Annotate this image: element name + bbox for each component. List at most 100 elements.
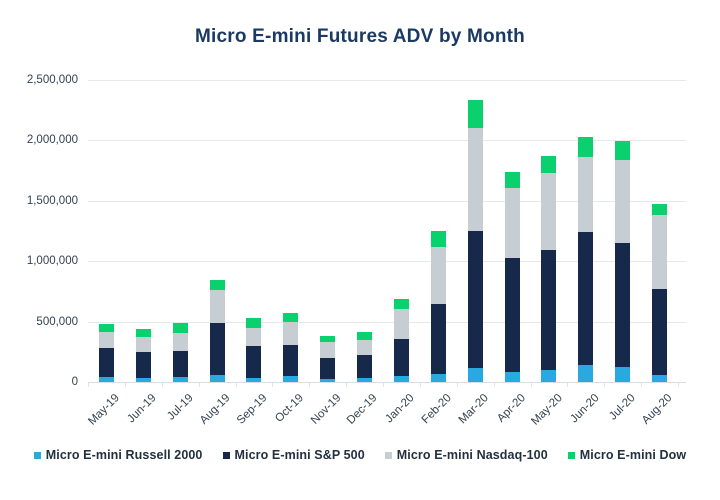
bar-segment bbox=[135, 337, 151, 352]
bar-Jul-20 bbox=[615, 141, 631, 382]
legend-item: Micro E-mini S&P 500 bbox=[222, 448, 365, 462]
bar-Mar-20 bbox=[467, 99, 483, 382]
bar-segment bbox=[504, 372, 520, 382]
bar-segment bbox=[209, 279, 225, 290]
x-axis-tick bbox=[530, 383, 532, 387]
x-axis-tick-label: Sep-19 bbox=[234, 392, 270, 427]
bar-segment bbox=[652, 288, 668, 375]
x-axis-tick-label: Apr-20 bbox=[494, 392, 528, 425]
chart-title: Micro E-mini Futures ADV by Month bbox=[195, 26, 525, 47]
bar-segment bbox=[209, 322, 225, 376]
x-axis-tick-label: Nov-19 bbox=[308, 392, 344, 427]
bar-segment bbox=[320, 335, 336, 342]
bar-segment bbox=[504, 258, 520, 373]
x-axis-tick-label: Jun-19 bbox=[125, 392, 159, 426]
gridline bbox=[88, 140, 686, 142]
gridline bbox=[88, 321, 686, 323]
gridline bbox=[88, 80, 686, 81]
bar-May-20 bbox=[541, 156, 557, 382]
y-axis-tick-label: 1,500,000 bbox=[26, 194, 78, 207]
x-axis-tick-label: Dec-19 bbox=[345, 392, 381, 427]
bar-segment bbox=[504, 172, 520, 188]
legend-swatch-icon bbox=[384, 451, 392, 459]
bar-segment bbox=[357, 378, 373, 382]
y-axis-tick-label: 2,500,000 bbox=[26, 74, 78, 86]
y-axis-tick-label: 0 bbox=[71, 376, 78, 388]
x-axis-tick-label: Mar-20 bbox=[456, 392, 491, 427]
x-axis-tick bbox=[641, 383, 643, 387]
bar-segment bbox=[467, 127, 483, 231]
legend-swatch-icon bbox=[33, 451, 41, 459]
x-axis-tick bbox=[678, 383, 679, 387]
bar-segment bbox=[172, 376, 188, 382]
bar-segment bbox=[430, 231, 446, 248]
x-axis-tick bbox=[161, 383, 163, 387]
chart-legend: Micro E-mini Russell 2000 Micro E-mini S&… bbox=[0, 448, 720, 462]
x-axis-tick bbox=[272, 383, 274, 387]
bar-segment bbox=[578, 365, 594, 382]
bar-Aug-20 bbox=[652, 204, 668, 382]
x-axis-tick bbox=[456, 383, 458, 387]
bar-segment bbox=[578, 231, 594, 366]
bar-segment bbox=[652, 215, 668, 289]
x-axis-tick-label: Oct-19 bbox=[273, 392, 307, 425]
bar-Jun-20 bbox=[578, 136, 594, 382]
x-axis-tick-label: Aug-20 bbox=[640, 392, 676, 427]
legend-item: Micro E-mini Dow bbox=[567, 448, 687, 462]
x-axis-tick bbox=[419, 383, 421, 387]
x-axis-tick-label: Aug-19 bbox=[197, 392, 233, 427]
bar-segment bbox=[541, 173, 557, 250]
bar-segment bbox=[135, 328, 151, 338]
x-axis-tick-label: Jul-20 bbox=[607, 392, 639, 423]
bar-segment bbox=[578, 136, 594, 157]
bar-segment bbox=[652, 374, 668, 382]
bar-segment bbox=[98, 376, 114, 382]
x-axis-tick bbox=[88, 383, 89, 387]
x-axis-tick bbox=[198, 383, 200, 387]
x-axis-tick bbox=[235, 383, 237, 387]
legend-item: Micro E-mini Nasdaq-100 bbox=[384, 448, 548, 462]
x-axis-tick-label: Jan-20 bbox=[383, 392, 417, 426]
bar-segment bbox=[320, 378, 336, 382]
bar-segment bbox=[393, 308, 409, 340]
bar-segment bbox=[541, 369, 557, 382]
legend-label: Micro E-mini Nasdaq-100 bbox=[396, 448, 548, 462]
x-axis-tick bbox=[383, 383, 384, 387]
bar-segment bbox=[246, 328, 262, 347]
bar-May-19 bbox=[98, 324, 114, 382]
bar-segment bbox=[98, 324, 114, 333]
x-axis-tick bbox=[493, 383, 495, 387]
bar-segment bbox=[209, 289, 225, 323]
bar-segment bbox=[172, 333, 188, 352]
bar-segment bbox=[393, 299, 409, 309]
bar-Oct-19 bbox=[283, 312, 299, 382]
bar-segment bbox=[615, 243, 631, 367]
gridline bbox=[88, 200, 686, 202]
bar-segment bbox=[172, 323, 188, 334]
x-axis-line bbox=[88, 382, 686, 383]
bar-segment bbox=[357, 354, 373, 379]
bar-segment bbox=[652, 204, 668, 216]
bar-segment bbox=[430, 304, 446, 374]
bar-segment bbox=[357, 331, 373, 341]
x-axis-tick bbox=[346, 383, 348, 387]
bar-segment bbox=[98, 332, 114, 349]
bar-segment bbox=[320, 358, 336, 379]
legend-swatch-icon bbox=[567, 451, 575, 459]
bar-segment bbox=[393, 339, 409, 376]
bar-Apr-20 bbox=[504, 172, 520, 382]
bar-segment bbox=[615, 141, 631, 160]
bar-segment bbox=[246, 377, 262, 382]
bar-segment bbox=[246, 317, 262, 329]
bar-segment bbox=[615, 366, 631, 382]
bar-segment bbox=[357, 340, 373, 355]
legend-swatch-icon bbox=[222, 451, 230, 459]
bar-segment bbox=[467, 99, 483, 128]
bar-segment bbox=[615, 159, 631, 244]
bar-segment bbox=[135, 351, 151, 378]
bar-segment bbox=[320, 341, 336, 359]
y-axis-tick-label: 2,000,000 bbox=[26, 134, 78, 147]
legend-label: Micro E-mini Dow bbox=[579, 448, 687, 462]
x-axis-tick-label: Feb-20 bbox=[419, 392, 454, 427]
